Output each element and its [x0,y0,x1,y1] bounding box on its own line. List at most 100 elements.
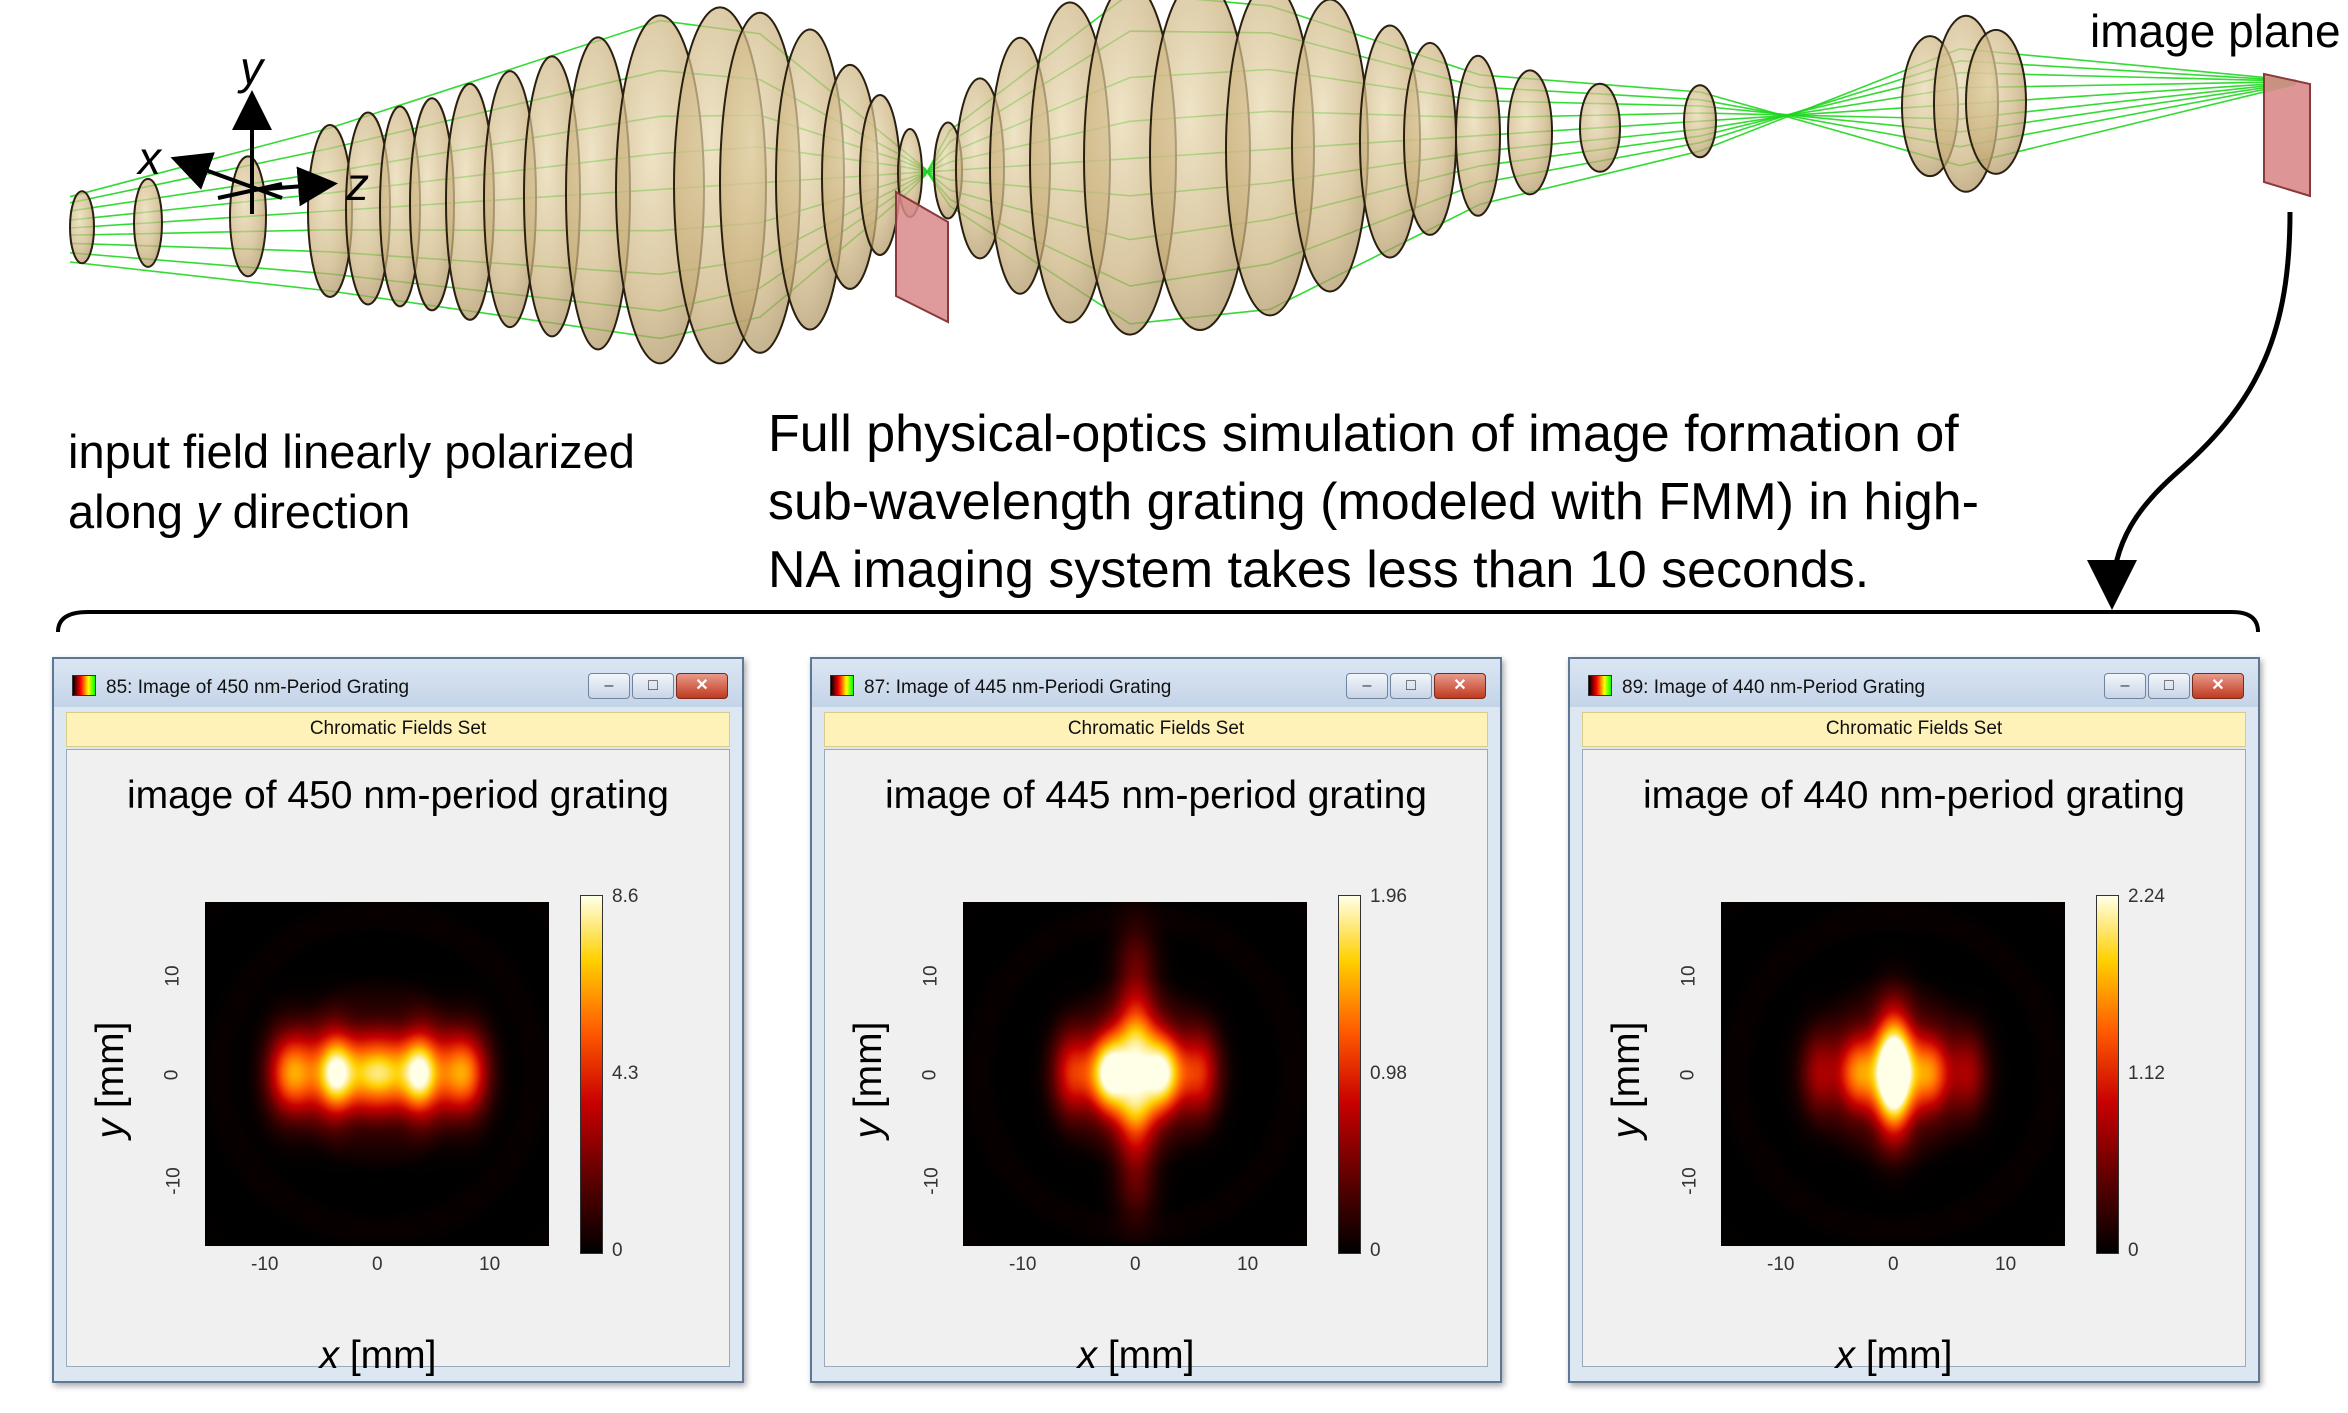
chromatic-fields-tab[interactable]: Chromatic Fields Set [66,712,730,747]
plot-title: image of 445 nm-period grating [884,774,1427,817]
colorbar-min-label: 0 [1370,1240,1381,1261]
coordinate-axes: y x z [136,42,369,214]
chromatic-fields-tab[interactable]: Chromatic Fields Set [1582,712,2246,747]
colormap-app-icon [830,675,854,696]
x-tick-label: 0 [372,1254,383,1275]
colorbar-max-label: 8.6 [612,886,639,907]
maximize-button[interactable]: □ [1390,673,1432,699]
y-tick-label: 0 [1677,1069,1699,1081]
x-axis-line [205,1244,549,1246]
plot-title: image of 440 nm-period grating [1642,774,2185,817]
lens-element [1507,69,1553,196]
y-axis-label: y [mm] [1605,1021,1648,1139]
x-axis-label: x [mm] [319,1334,437,1377]
image-plane-element [2263,72,2311,198]
plot-title: image of 450 nm-period grating [126,774,669,817]
y-tick-label: -10 [1679,1167,1701,1195]
close-button[interactable]: ✕ [676,673,728,699]
window-titlebar[interactable]: 87: Image of 445 nm-Periodi Grating – □ … [812,659,1500,707]
colorbar [2096,895,2119,1254]
intensity-heatmap [1723,902,2065,1244]
x-tick-label: 10 [1995,1254,2017,1275]
simulation-caption: Full physical-optics simulation of image… [768,400,1979,604]
lens-element [1579,82,1621,173]
field-window-440[interactable]: 89: Image of 440 nm-Period Grating – □ ✕… [1568,657,2260,1383]
axis-z-label: z [345,158,369,210]
plot-area: image of 440 nm-period grating 2.24 1.12… [1582,749,2246,1377]
y-tick-label: -10 [921,1167,943,1195]
colorbar-max-label: 2.24 [2128,886,2165,907]
y-axis-line [205,902,207,1246]
lens-element [1965,28,2027,175]
field-window-450[interactable]: 85: Image of 450 nm-Period Grating – □ ✕… [52,657,744,1383]
plot-area: image of 445 nm-period grating 1.96 0.98… [824,749,1488,1377]
y-tick-label: 10 [162,965,184,987]
y-axis-label: y [mm] [89,1021,132,1139]
colorbar-mid-label: 0.98 [1370,1063,1407,1084]
intensity-heatmap [965,902,1307,1244]
sim-caption-line-2: sub-wavelength grating (modeled with FMM… [768,473,1979,531]
x-tick-label: -10 [1009,1254,1037,1275]
y-tick-label: 0 [161,1069,183,1081]
colorbar-mid-label: 1.12 [2128,1063,2165,1084]
axis-x-label: x [136,132,163,184]
y-tick-label: 0 [919,1069,941,1081]
colorbar [1338,895,1361,1254]
input-caption-line-1: input field linearly polarized [68,425,635,478]
lens-element [1683,84,1717,159]
colormap-app-icon [1588,675,1612,696]
maximize-button[interactable]: □ [632,673,674,699]
chromatic-fields-tab[interactable]: Chromatic Fields Set [824,712,1488,747]
y-axis-line [1721,902,1723,1246]
colorbar [580,895,603,1254]
colorbar-mid-label: 4.3 [612,1063,639,1084]
x-tick-label: 10 [479,1254,501,1275]
close-button[interactable]: ✕ [2192,673,2244,699]
x-axis-line [963,1244,1307,1246]
x-tick-label: 10 [1237,1254,1259,1275]
x-axis-label: x [mm] [1835,1334,1953,1377]
sim-caption-line-1: Full physical-optics simulation of image… [768,405,1959,463]
window-title: 85: Image of 450 nm-Period Grating [106,677,410,698]
window-titlebar[interactable]: 85: Image of 450 nm-Period Grating – □ ✕ [54,659,742,707]
lens-element [229,155,267,278]
close-button[interactable]: ✕ [1434,673,1486,699]
y-axis-label: y [mm] [847,1021,890,1139]
y-axis-line [963,902,965,1246]
input-field-caption: input field linearly polarized along y d… [68,422,635,542]
colorbar-min-label: 0 [2128,1240,2139,1261]
lens-element [1403,41,1457,236]
grating-element [895,190,949,324]
lens-train [69,0,2027,365]
lens-element [133,177,163,268]
y-tick-label: 10 [920,965,942,987]
x-axis-label: x [mm] [1077,1334,1195,1377]
x-tick-label: 0 [1888,1254,1899,1275]
x-tick-label: -10 [1767,1254,1795,1275]
window-titlebar[interactable]: 89: Image of 440 nm-Period Grating – □ ✕ [1570,659,2258,707]
image-plane-label: image plane [2090,5,2341,57]
y-tick-label: -10 [163,1167,185,1195]
minimize-button[interactable]: – [1346,673,1388,699]
window-title: 87: Image of 445 nm-Periodi Grating [864,677,1172,698]
field-window-445[interactable]: 87: Image of 445 nm-Periodi Grating – □ … [810,657,1502,1383]
x-tick-label: -10 [251,1254,279,1275]
input-caption-line-2: along y direction [68,485,411,538]
axis-y-label: y [237,42,266,94]
minimize-button[interactable]: – [588,673,630,699]
maximize-button[interactable]: □ [2148,673,2190,699]
lens-element [1455,54,1501,217]
lens-element [859,93,901,256]
colorbar-min-label: 0 [612,1240,623,1261]
colorbar-max-label: 1.96 [1370,886,1407,907]
sim-caption-line-3: NA imaging system takes less than 10 sec… [768,541,1870,599]
plot-area: image of 450 nm-period grating 8.6 4.3 0… [66,749,730,1377]
window-title: 89: Image of 440 nm-Period Grating [1622,677,1926,698]
x-axis-line [1721,1244,2065,1246]
group-brace [56,610,2260,633]
y-tick-label: 10 [1678,965,1700,987]
lens-element [1291,0,1369,293]
intensity-heatmap [207,902,549,1244]
minimize-button[interactable]: – [2104,673,2146,699]
lens-element [69,190,95,265]
